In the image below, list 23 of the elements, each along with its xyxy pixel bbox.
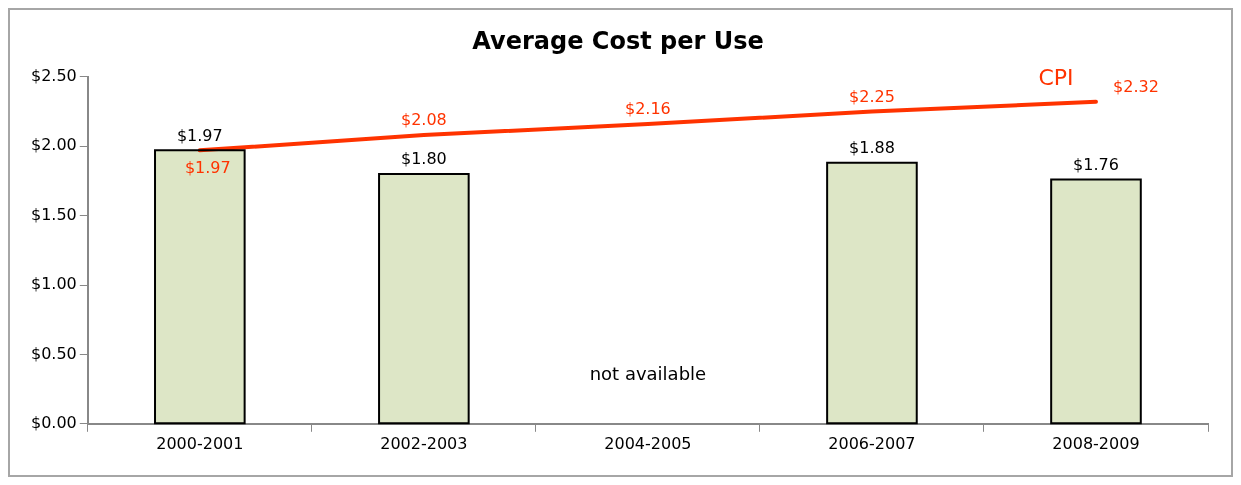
x-tick-label: 2006-2007	[828, 433, 916, 453]
data-label: $1.76	[1073, 154, 1119, 174]
data-label: $1.80	[400, 149, 447, 169]
x-tick-label: 2000-2001	[156, 433, 244, 453]
x-tick-label: 2008-2009	[1052, 433, 1140, 453]
series-label: CPI	[1038, 64, 1074, 90]
y-tick-label: $2.00	[30, 135, 77, 155]
y-tick-label: $2.50	[30, 65, 77, 85]
y-tick-label: $1.00	[30, 274, 77, 294]
y-tick-label: $1.50	[30, 204, 77, 224]
x-tick-label: 2004-2005	[604, 433, 692, 453]
data-label: $1.97	[184, 157, 231, 177]
annotation: not available	[589, 363, 707, 385]
data-label: $2.32	[1113, 76, 1159, 96]
data-label: $1.97	[176, 125, 223, 145]
y-tick-label: $0.00	[30, 412, 77, 432]
data-label: $2.16	[625, 99, 671, 119]
data-label: $1.88	[849, 138, 895, 158]
chart-title: Average Cost per Use	[472, 26, 764, 55]
data-label: $2.25	[849, 86, 895, 106]
data-label: $2.08	[400, 110, 447, 130]
x-tick-label: 2002-2003	[380, 433, 468, 453]
y-tick-label: $0.50	[30, 343, 77, 363]
